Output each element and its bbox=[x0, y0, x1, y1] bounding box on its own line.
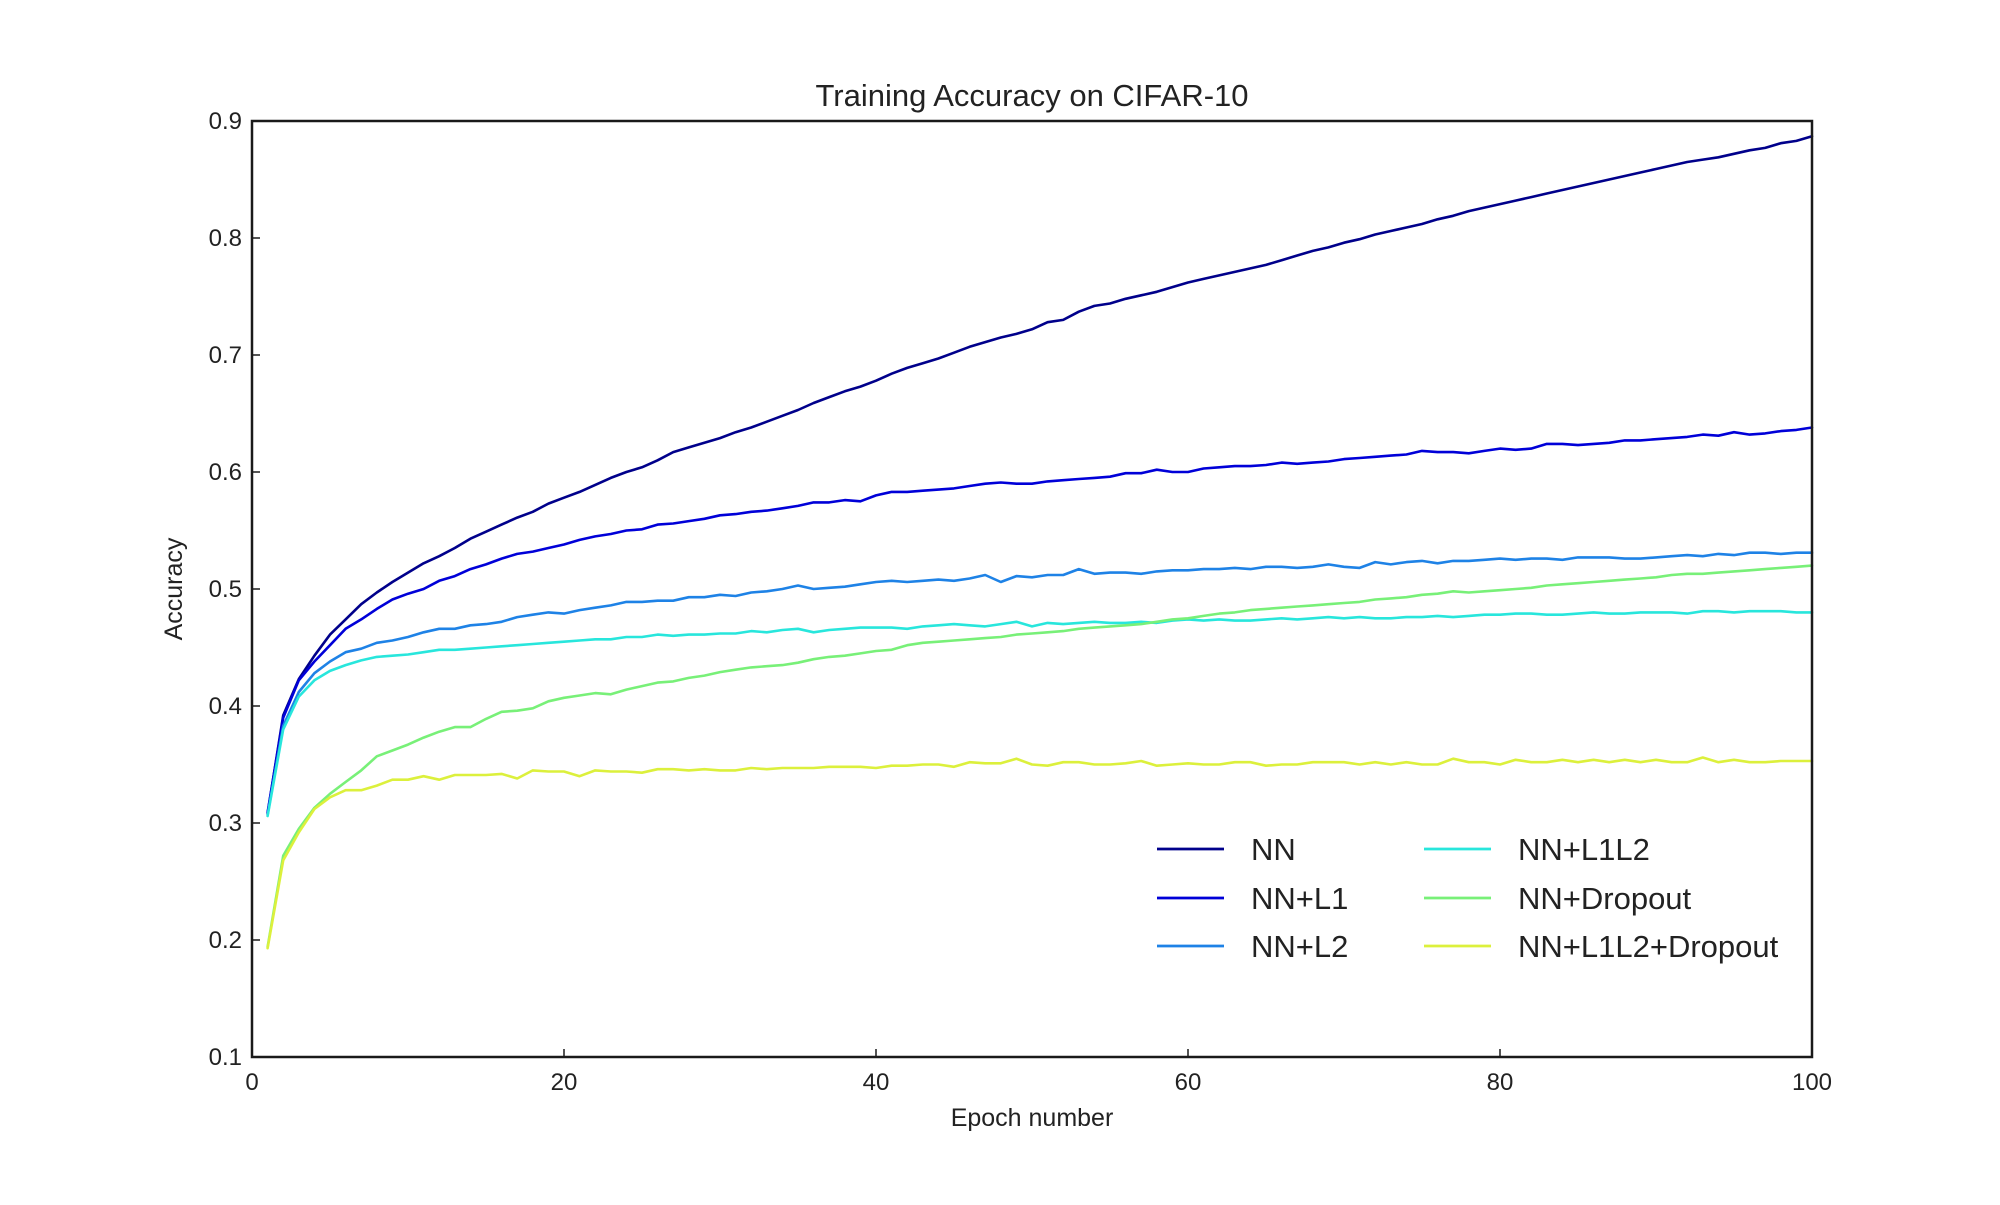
x-tick-label: 20 bbox=[551, 1069, 578, 1096]
legend-label-nn-l1l2-dropout: NN+L1L2+Dropout bbox=[1518, 929, 1779, 964]
legend-label-nn: NN bbox=[1251, 832, 1296, 867]
y-axis: 0.1 0.2 0.3 0.4 0.5 0.6 0.7 0.8 0.9 bbox=[209, 108, 260, 1071]
y-axis-title: Accuracy bbox=[160, 537, 188, 640]
y-tick-label: 0.2 bbox=[209, 927, 242, 954]
x-tick-label: 100 bbox=[1792, 1069, 1832, 1096]
y-tick-label: 0.1 bbox=[209, 1044, 242, 1071]
y-tick-label: 0.6 bbox=[209, 459, 242, 486]
y-tick-label: 0.9 bbox=[209, 108, 242, 135]
series-line-nn-dropout bbox=[266, 564, 1814, 949]
series-line-nn-l2 bbox=[266, 551, 1814, 817]
x-tick-label: 40 bbox=[863, 1069, 890, 1096]
x-tick-label: 80 bbox=[1487, 1069, 1514, 1096]
y-tick-label: 0.3 bbox=[209, 810, 242, 837]
series-line-nn-l1l2 bbox=[266, 609, 1814, 818]
series-line-nn bbox=[266, 134, 1814, 815]
x-axis-title: Epoch number bbox=[951, 1104, 1114, 1132]
y-tick-label: 0.4 bbox=[209, 693, 242, 720]
y-tick-label: 0.7 bbox=[209, 342, 242, 369]
legend-label-nn-l1: NN+L1 bbox=[1251, 881, 1348, 916]
x-tick-label: 0 bbox=[245, 1069, 258, 1096]
series-layer bbox=[266, 134, 1814, 950]
x-tick-label: 60 bbox=[1175, 1069, 1202, 1096]
legend-label-nn-l2: NN+L2 bbox=[1251, 929, 1348, 964]
series-line-nn-l1l2-dropout bbox=[266, 756, 1814, 950]
x-axis: 0 20 40 60 80 100 bbox=[245, 1049, 1832, 1096]
y-tick-label: 0.5 bbox=[209, 576, 242, 603]
legend-label-nn-l1l2: NN+L1L2 bbox=[1518, 832, 1650, 867]
legend-label-nn-dropout: NN+Dropout bbox=[1518, 881, 1692, 916]
legend: NN NN+L1 NN+L2 NN+L1L2 NN+Dropout NN+L1L2+Dro… bbox=[1157, 832, 1779, 964]
series-line-nn-l1 bbox=[266, 426, 1814, 814]
chart-title: Training Accuracy on CIFAR-10 bbox=[815, 78, 1248, 113]
y-tick-label: 0.8 bbox=[209, 225, 242, 252]
